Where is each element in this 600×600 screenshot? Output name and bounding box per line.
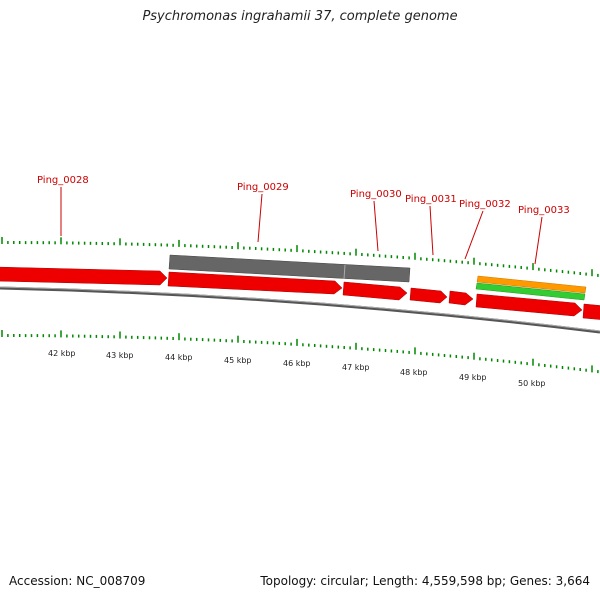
gene-arrow-0027[interactable] <box>0 266 168 286</box>
green-feature[interactable] <box>475 282 586 301</box>
kbp-label: 42 kbp <box>48 349 76 358</box>
kbp-label: 43 kbp <box>106 351 134 360</box>
gene-arrow-0028[interactable] <box>167 271 343 295</box>
orange-feature[interactable] <box>476 275 587 294</box>
kbp-label: 47 kbp <box>342 363 370 372</box>
inner-tick-ring <box>1 330 599 374</box>
topology-text: Topology: circular; Length: 4,559,598 bp… <box>260 574 590 588</box>
kbp-label: 50 kbp <box>518 379 546 388</box>
gene-arrow-0029[interactable] <box>342 281 408 301</box>
gene-label[interactable]: Ping_0028 <box>37 175 89 186</box>
kbp-label: 44 kbp <box>165 353 193 362</box>
kbp-label: 45 kbp <box>224 356 252 365</box>
kbp-label: 46 kbp <box>283 359 311 368</box>
gene-label[interactable]: Ping_0032 <box>459 199 511 210</box>
gene-arrow-0033[interactable] <box>582 303 600 320</box>
gene-arrow-0031[interactable] <box>448 290 474 306</box>
gene-label[interactable]: Ping_0033 <box>518 205 570 216</box>
gene-label[interactable]: Ping_0031 <box>405 194 457 205</box>
gene-label[interactable]: Ping_0029 <box>237 182 289 193</box>
kbp-label: 49 kbp <box>459 373 487 382</box>
genome-backbone <box>0 286 600 334</box>
accession-text: Accession: NC_008709 <box>9 574 146 588</box>
gene-label[interactable]: Ping_0030 <box>350 189 402 200</box>
gray-feature[interactable] <box>168 254 411 283</box>
kbp-label: 48 kbp <box>400 368 428 377</box>
outer-tick-ring <box>1 237 599 277</box>
gene-arrow-0032[interactable] <box>475 293 583 317</box>
gene-arrow-0030[interactable] <box>409 287 448 304</box>
map-title: Psychromonas ingrahamii 37, complete gen… <box>142 9 458 24</box>
